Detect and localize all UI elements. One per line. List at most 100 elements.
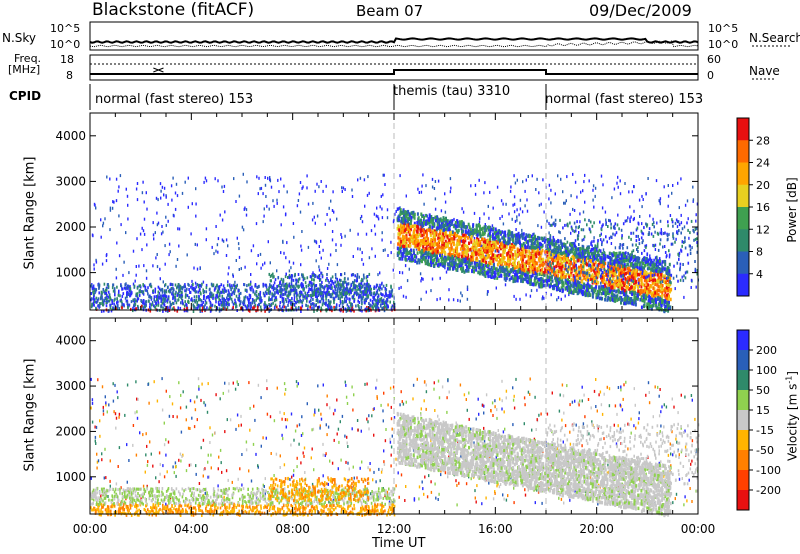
data-cell <box>674 287 676 291</box>
data-cell <box>667 309 670 313</box>
data-cell <box>177 292 180 296</box>
data-cell <box>664 245 666 248</box>
data-cell <box>459 299 461 303</box>
data-cell <box>476 249 479 253</box>
data-cell <box>268 286 270 290</box>
data-cell <box>419 259 422 263</box>
data-cell <box>167 309 169 313</box>
data-cell <box>642 261 645 266</box>
data-cell <box>343 277 346 281</box>
data-cell <box>149 307 152 311</box>
data-cell <box>247 304 249 308</box>
data-cell <box>313 285 316 289</box>
data-cell <box>671 191 673 195</box>
data-cell <box>607 261 610 266</box>
data-cell <box>561 281 564 286</box>
data-cell <box>316 275 319 279</box>
data-cell <box>377 273 379 277</box>
data-cell <box>373 287 375 290</box>
data-cell <box>442 241 445 246</box>
data-cell <box>316 214 319 218</box>
data-cell <box>239 302 242 305</box>
data-cell <box>287 300 290 304</box>
data-cell <box>161 290 164 294</box>
data-cell <box>287 276 289 279</box>
data-cell <box>288 284 290 288</box>
data-cell <box>668 294 670 298</box>
data-cell <box>397 247 400 251</box>
data-cell <box>310 284 313 288</box>
data-cell <box>202 300 204 304</box>
data-cell <box>257 292 260 296</box>
data-cell <box>362 262 365 266</box>
data-cell <box>300 306 302 310</box>
data-cell <box>282 278 285 282</box>
data-cell <box>188 283 190 287</box>
data-cell <box>100 302 102 306</box>
data-cell <box>163 186 166 190</box>
data-cell <box>155 196 158 200</box>
data-cell <box>610 274 613 278</box>
data-cell <box>518 235 521 239</box>
data-cell <box>483 256 486 261</box>
data-cell <box>348 306 350 310</box>
data-cell <box>302 298 304 302</box>
data-cell <box>240 267 242 271</box>
data-cell <box>105 288 108 292</box>
data-cell <box>455 255 458 260</box>
data-cell <box>282 297 285 301</box>
data-cell <box>580 251 583 256</box>
data-cell <box>130 300 133 304</box>
data-cell <box>212 295 214 299</box>
data-cell <box>331 309 333 313</box>
data-cell <box>315 241 318 245</box>
data-cell <box>143 232 146 236</box>
data-cell <box>317 290 319 294</box>
data-cell <box>629 205 631 209</box>
data-cell <box>269 274 272 278</box>
data-cell <box>594 273 597 278</box>
data-cell <box>438 220 441 224</box>
data-cell <box>335 307 338 311</box>
data-cell <box>272 275 274 279</box>
data-cell <box>391 294 394 298</box>
data-cell <box>113 298 115 302</box>
data-cell <box>157 290 160 294</box>
data-cell <box>513 234 516 238</box>
data-cell <box>306 186 308 190</box>
data-cell <box>320 306 322 310</box>
data-cell <box>354 274 356 278</box>
data-cell <box>282 299 284 303</box>
data-cell <box>434 215 437 220</box>
data-cell <box>322 189 324 193</box>
data-cell <box>336 294 338 298</box>
data-cell <box>376 299 379 303</box>
data-cell <box>192 282 194 286</box>
data-cell <box>513 242 515 246</box>
data-cell <box>434 180 437 183</box>
data-cell <box>171 283 173 286</box>
data-cell <box>93 267 95 271</box>
data-cell <box>178 244 180 248</box>
data-cell <box>550 293 552 297</box>
data-cell <box>156 253 158 256</box>
data-cell <box>360 305 363 309</box>
data-cell <box>453 254 456 258</box>
data-cell <box>308 300 311 304</box>
data-cell <box>331 209 334 212</box>
data-cell <box>331 279 333 283</box>
data-cell <box>235 294 238 298</box>
data-cell <box>340 295 342 299</box>
data-cell <box>333 305 335 309</box>
data-cell <box>299 294 302 298</box>
data-cell <box>444 210 447 214</box>
data-cell <box>123 286 126 290</box>
data-cell <box>565 282 568 286</box>
data-cell <box>175 182 178 186</box>
data-cell <box>174 298 177 302</box>
data-cell <box>158 291 161 295</box>
data-cell <box>633 209 635 213</box>
data-cell <box>294 272 296 276</box>
data-cell <box>419 241 422 246</box>
data-cell <box>311 306 313 310</box>
